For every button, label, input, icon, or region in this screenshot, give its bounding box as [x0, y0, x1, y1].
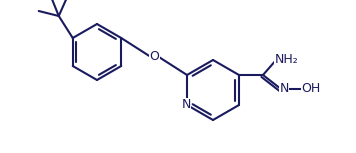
Text: O: O [149, 50, 159, 63]
Text: N: N [181, 99, 191, 112]
Text: N: N [279, 82, 289, 95]
Text: NH₂: NH₂ [275, 52, 299, 65]
Text: OH: OH [302, 82, 321, 95]
